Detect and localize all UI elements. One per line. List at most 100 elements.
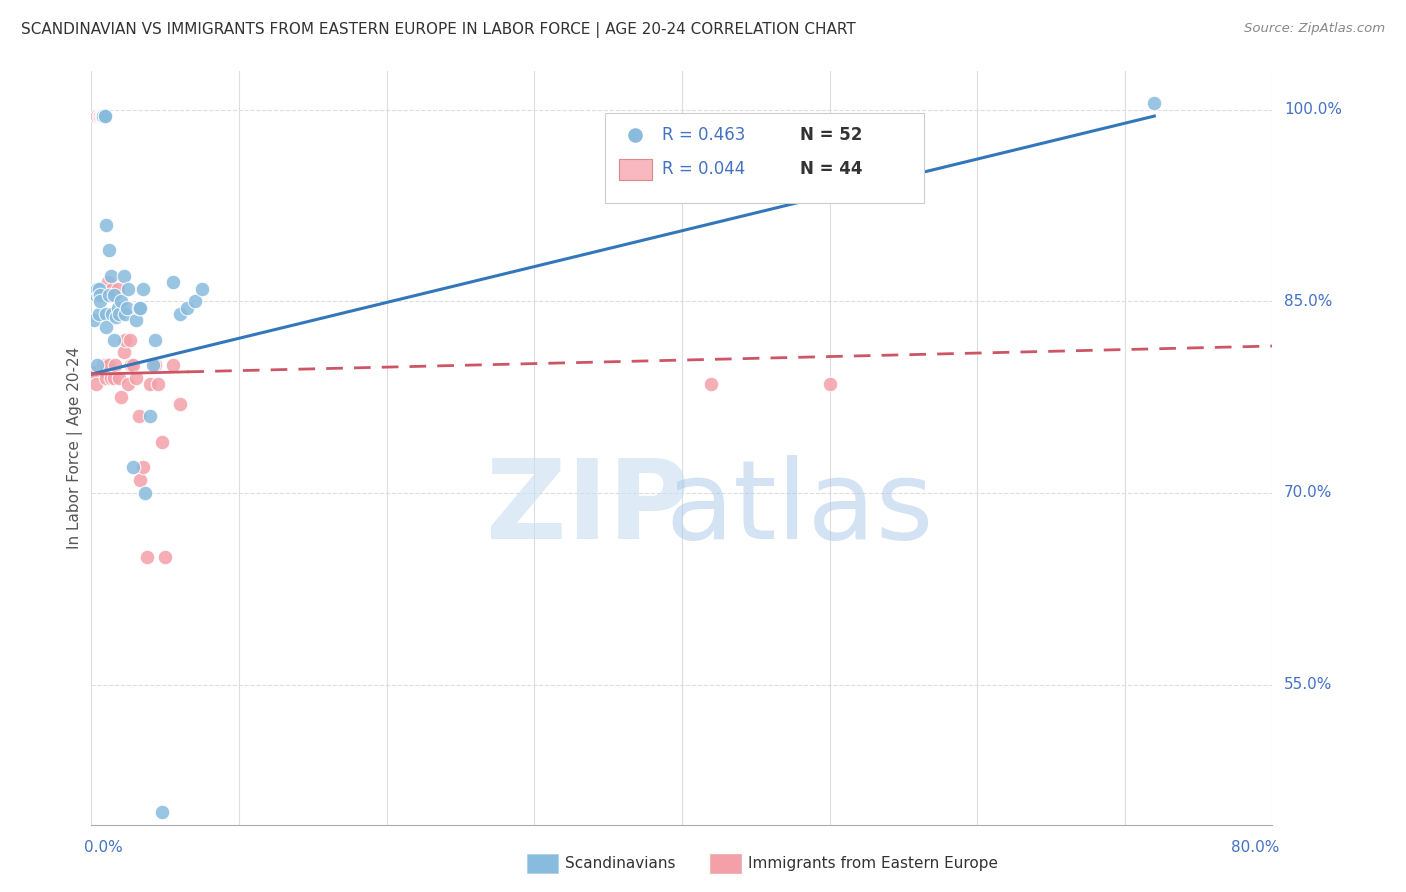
Point <box>176 301 198 315</box>
Point <box>139 377 162 392</box>
Point <box>83 313 105 327</box>
Point <box>84 288 107 302</box>
Point <box>91 109 114 123</box>
Point <box>129 473 152 487</box>
Point <box>91 358 114 372</box>
Point <box>103 333 125 347</box>
FancyBboxPatch shape <box>619 159 652 180</box>
Point <box>86 358 108 372</box>
Point <box>183 294 207 309</box>
Point <box>110 390 132 404</box>
Point <box>142 358 165 372</box>
Point <box>93 365 115 379</box>
Point <box>818 377 841 392</box>
Point <box>114 333 136 347</box>
Text: 100.0%: 100.0% <box>1284 103 1343 117</box>
Point <box>150 434 173 449</box>
Point <box>100 371 122 385</box>
Point <box>101 281 124 295</box>
Point <box>89 294 111 309</box>
Point <box>89 288 111 302</box>
Point <box>87 288 110 302</box>
Point <box>124 371 148 385</box>
Point <box>87 307 110 321</box>
Point <box>146 377 169 392</box>
Point <box>90 109 112 123</box>
Point <box>107 301 129 315</box>
Point <box>115 301 138 315</box>
Point <box>103 288 125 302</box>
Text: Scandinavians: Scandinavians <box>565 856 676 871</box>
Point <box>107 281 129 295</box>
Point <box>110 294 132 309</box>
Point <box>105 310 128 324</box>
Point <box>132 460 155 475</box>
Point <box>112 345 135 359</box>
Point <box>90 109 112 123</box>
Point <box>100 268 122 283</box>
Point <box>132 281 155 295</box>
Text: N = 52: N = 52 <box>800 127 862 145</box>
Point <box>90 109 112 123</box>
Text: 70.0%: 70.0% <box>1284 485 1333 500</box>
Text: N = 44: N = 44 <box>800 161 862 178</box>
Point <box>93 109 115 123</box>
Point <box>143 333 166 347</box>
Point <box>191 281 214 295</box>
Point <box>169 307 191 321</box>
Y-axis label: In Labor Force | Age 20-24: In Labor Force | Age 20-24 <box>67 347 83 549</box>
Point <box>86 281 108 295</box>
Point <box>93 109 115 123</box>
Point <box>143 358 166 372</box>
Text: SCANDINAVIAN VS IMMIGRANTS FROM EASTERN EUROPE IN LABOR FORCE | AGE 20-24 CORREL: SCANDINAVIAN VS IMMIGRANTS FROM EASTERN … <box>21 22 856 38</box>
Point <box>162 358 184 372</box>
Point <box>96 358 118 372</box>
Point <box>90 109 112 123</box>
Point <box>97 275 120 289</box>
Point <box>91 109 114 123</box>
Point <box>98 288 121 302</box>
Text: R = 0.463: R = 0.463 <box>662 127 745 145</box>
Point <box>103 371 125 385</box>
Point <box>82 365 104 379</box>
Point <box>114 307 136 321</box>
Text: ZIP: ZIP <box>485 455 689 562</box>
Text: Immigrants from Eastern Europe: Immigrants from Eastern Europe <box>748 856 998 871</box>
Text: 85.0%: 85.0% <box>1284 293 1333 309</box>
Point <box>87 281 110 295</box>
Point <box>96 307 118 321</box>
Text: R = 0.044: R = 0.044 <box>662 161 745 178</box>
Point <box>104 358 127 372</box>
Point <box>89 109 111 123</box>
Point <box>124 313 148 327</box>
Point <box>893 128 915 143</box>
Point <box>700 377 723 392</box>
Text: 80.0%: 80.0% <box>1232 840 1279 855</box>
FancyBboxPatch shape <box>605 112 924 203</box>
Point <box>91 358 114 372</box>
Point <box>96 218 118 232</box>
Point <box>129 301 152 315</box>
Point <box>759 211 782 226</box>
Point <box>93 365 115 379</box>
Point <box>134 486 156 500</box>
Text: Source: ZipAtlas.com: Source: ZipAtlas.com <box>1244 22 1385 36</box>
Text: atlas: atlas <box>666 455 934 562</box>
Point <box>83 365 105 379</box>
Point <box>1143 96 1166 111</box>
Point <box>139 409 162 424</box>
Point <box>87 109 110 123</box>
Point <box>118 333 141 347</box>
Point <box>128 409 150 424</box>
Point <box>117 377 139 392</box>
Point <box>121 460 143 475</box>
Point <box>91 109 114 123</box>
Point <box>128 301 150 315</box>
Point <box>136 549 159 564</box>
Point <box>150 805 173 820</box>
Point <box>89 109 111 123</box>
Point <box>120 358 142 372</box>
Point <box>117 281 139 295</box>
Point <box>96 319 118 334</box>
Point <box>86 109 108 123</box>
